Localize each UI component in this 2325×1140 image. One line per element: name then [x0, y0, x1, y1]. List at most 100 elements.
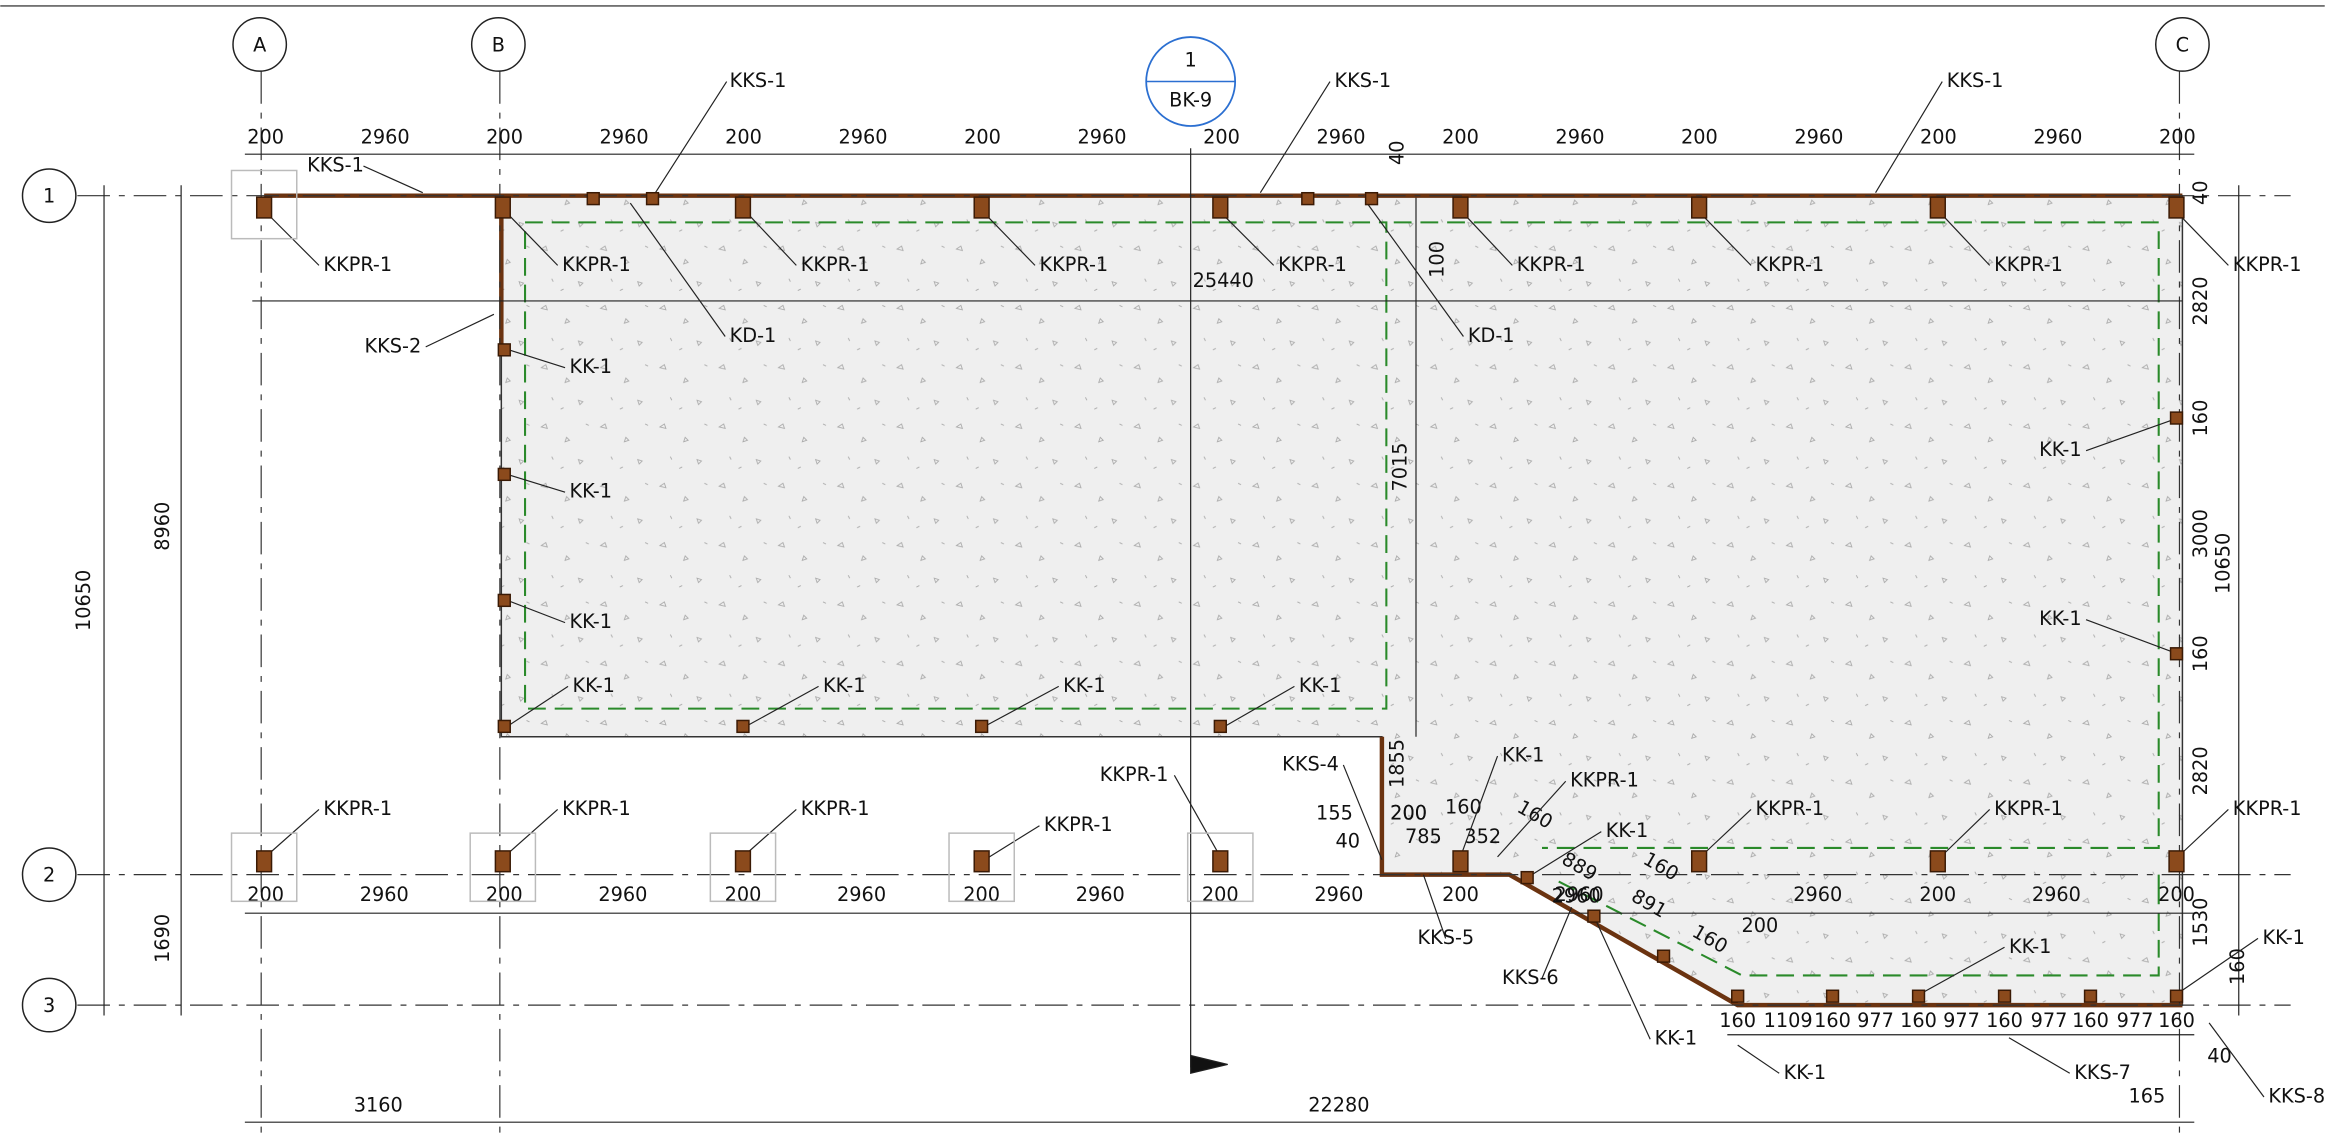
connector	[1656, 949, 1671, 963]
label: KK-1	[572, 674, 614, 697]
column	[1212, 196, 1229, 219]
dimension: 200	[725, 125, 762, 148]
leader	[985, 214, 1036, 266]
label: KK-1	[1299, 674, 1341, 697]
dimension: 200	[1442, 125, 1479, 148]
leader	[2008, 1037, 2071, 1074]
column-base	[709, 832, 777, 903]
leader	[508, 214, 559, 266]
label: KKPR-1	[1278, 253, 1347, 276]
dimension: 155	[1316, 801, 1353, 824]
leader	[1541, 907, 1573, 979]
column-base	[469, 832, 537, 903]
grid-label: 1	[43, 185, 55, 208]
dimension: 200	[486, 125, 523, 148]
leader	[1366, 202, 1464, 337]
dimension: 2960	[360, 883, 409, 906]
column	[255, 850, 273, 873]
leader	[1593, 915, 1651, 1040]
dimension: 3000	[2189, 509, 2212, 558]
connector	[645, 191, 660, 206]
dimension: 160	[1445, 795, 1482, 818]
column	[255, 196, 273, 219]
column	[2168, 850, 2185, 873]
column	[734, 196, 752, 219]
dimension: 200	[247, 125, 284, 148]
label: KKPR-1	[1994, 253, 2063, 276]
label: KKPR-1	[1517, 253, 1586, 276]
dimension: 2960	[598, 883, 647, 906]
column-base	[1186, 832, 1254, 903]
leader	[1259, 81, 1331, 194]
dimension: 40	[2207, 1044, 2232, 1067]
section-number: 1	[1185, 48, 1197, 71]
leader	[748, 214, 797, 266]
column	[1212, 850, 1229, 873]
label: KK-1	[570, 480, 612, 503]
dimension: 160	[1719, 1009, 1756, 1032]
dimension: 2820	[2189, 746, 2212, 795]
dimension: 200	[964, 125, 1001, 148]
dimension: 977	[1857, 1009, 1894, 1032]
leader	[1526, 831, 1602, 879]
dimension: 2960	[600, 125, 649, 148]
reinforcement-outline	[1393, 221, 2160, 977]
dimension: 10650	[72, 570, 95, 631]
dimension: 200	[247, 883, 284, 906]
section-sheet: BK-9	[1169, 88, 1212, 111]
label: KKPR-1	[1755, 253, 1824, 276]
connector	[497, 593, 511, 608]
column	[973, 196, 990, 219]
connector	[1911, 989, 1926, 1003]
connector	[2169, 647, 2184, 661]
connector	[1997, 989, 2012, 1003]
leader	[1173, 775, 1221, 858]
label: KK-1	[1063, 674, 1105, 697]
column	[494, 850, 511, 873]
column-base	[230, 832, 298, 903]
dimension: 2960	[1076, 883, 1125, 906]
dimension: 160	[1814, 1009, 1851, 1032]
label: KD-1	[1468, 324, 1515, 347]
dimension: 2960	[1078, 125, 1127, 148]
dimension: 977	[1943, 1009, 1980, 1032]
leader	[1921, 946, 2005, 994]
dimension: 10650	[2211, 533, 2234, 594]
label: KK-1	[823, 674, 865, 697]
label: KKPR-1	[801, 797, 870, 820]
dimension: 200	[2158, 883, 2195, 906]
leader	[984, 825, 1040, 861]
column	[1690, 850, 1708, 873]
dimension: 7015	[1389, 442, 1412, 491]
dimension: 40	[1386, 140, 1409, 165]
label: KK-1	[2039, 607, 2081, 630]
dimension: 200	[1920, 125, 1957, 148]
label: KKPR-1	[562, 253, 631, 276]
label: KKS-1	[307, 154, 364, 177]
label: KKPR-1	[323, 253, 392, 276]
leader	[1464, 214, 1513, 266]
grid-bubble	[21, 847, 77, 903]
dimension: 200	[1442, 883, 1479, 906]
connector	[497, 719, 511, 734]
dimension: 25440	[1193, 269, 1254, 292]
dimension: 3160	[354, 1093, 403, 1116]
leader	[2085, 418, 2174, 452]
reinforcement-outline	[524, 221, 1388, 710]
label: KK-1	[2039, 438, 2081, 461]
leader	[1737, 1044, 1780, 1074]
label: KK-1	[1502, 744, 1544, 767]
label: KKPR-1	[562, 797, 631, 820]
connector	[1825, 989, 1840, 1003]
label: KKPR-1	[1755, 797, 1824, 820]
label: KK-1	[1606, 819, 1648, 842]
connector	[736, 719, 750, 734]
label: KKPR-1	[1039, 253, 1108, 276]
leader	[1701, 214, 1752, 266]
dimension: 200	[1202, 883, 1239, 906]
leader	[1941, 808, 1991, 856]
dimension-lines	[103, 148, 2240, 1123]
label: KKS-2	[365, 334, 422, 357]
label: KK-1	[1655, 1027, 1697, 1050]
label: KKS-5	[1417, 926, 1474, 949]
